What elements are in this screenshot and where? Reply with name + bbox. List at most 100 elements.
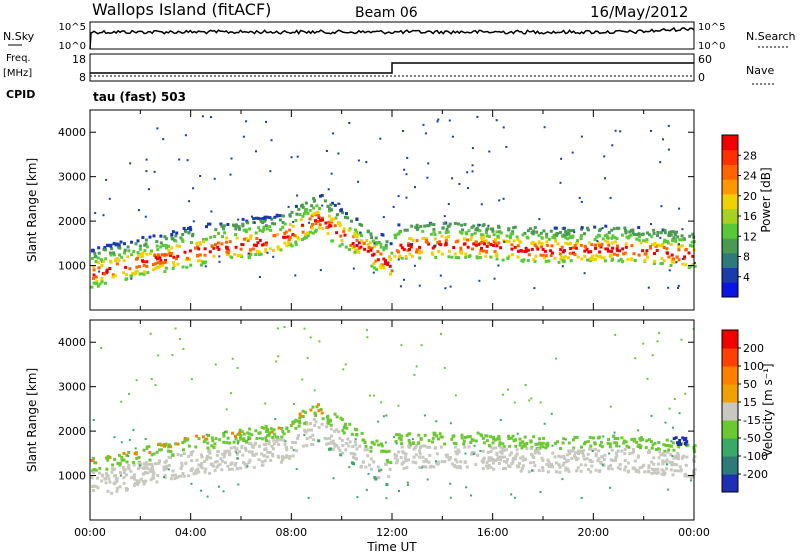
- velocity-cell: [145, 445, 149, 449]
- power-cell: [659, 161, 662, 164]
- power-cell: [205, 225, 208, 229]
- velocity-cell: [497, 437, 501, 441]
- velocity-cell: [546, 470, 550, 474]
- velocity-cell: [470, 452, 474, 456]
- velocity-cell: [395, 442, 398, 445]
- velocity-cell: [653, 441, 657, 445]
- power-cell: [369, 232, 373, 236]
- velocity-cell: [676, 469, 680, 473]
- power-cell: [248, 250, 252, 254]
- power-cell: [512, 226, 516, 230]
- power-cell: [110, 247, 114, 251]
- power-cell: [161, 244, 165, 247]
- velocity-cell: [485, 439, 489, 443]
- velocity-cell: [101, 473, 104, 477]
- power-cell: [650, 129, 652, 132]
- power-cell: [682, 257, 686, 261]
- power-cell: [511, 230, 515, 234]
- power-cell: [112, 243, 115, 246]
- velocity-cell: [579, 469, 583, 473]
- velocity-cell: [245, 463, 249, 467]
- velocity-cell: [197, 463, 201, 467]
- power-cell: [404, 256, 408, 260]
- power-cell: [109, 260, 113, 264]
- power-cell: [492, 240, 496, 243]
- power-cell: [115, 262, 119, 266]
- velocity-cell: [672, 448, 676, 452]
- power-cell: [475, 256, 479, 260]
- velocity-cell: [489, 450, 493, 453]
- velocity-cell: [455, 452, 459, 456]
- power-cell: [621, 247, 625, 251]
- power-cell: [254, 253, 258, 256]
- power-cell: [478, 279, 481, 282]
- power-cell: [317, 213, 321, 217]
- velocity-cell: [308, 435, 312, 439]
- velocity-cell: [144, 463, 148, 467]
- power-cell: [379, 264, 383, 268]
- noise-right-tick-high: 10^5: [698, 22, 725, 33]
- velocity-cell: [328, 436, 332, 440]
- power-cell: [601, 227, 604, 230]
- velocity-cell: [490, 458, 494, 461]
- power-cell: [454, 256, 458, 259]
- velocity-cell: [155, 462, 159, 466]
- power-cell: [390, 269, 394, 273]
- velocity-cell: [222, 434, 226, 438]
- power-cell: [238, 227, 241, 231]
- velocity-cell: [373, 394, 376, 397]
- velocity-cell: [167, 445, 171, 449]
- velocity-cell: [681, 436, 685, 440]
- power-cell: [653, 243, 657, 247]
- velocity-cell: [523, 442, 527, 446]
- velocity-cell: [658, 331, 661, 334]
- velocity-cell: [564, 468, 568, 472]
- velocity-cell: [340, 418, 344, 422]
- power-cell: [259, 219, 263, 223]
- power-cell: [545, 243, 549, 247]
- power-cell: [585, 247, 589, 251]
- velocity-cell: [326, 415, 329, 419]
- power-cell: [407, 242, 411, 246]
- velocity-cell: [341, 451, 345, 455]
- power-cell: [311, 212, 315, 216]
- power-cell: [138, 209, 140, 212]
- velocity-cell: [657, 441, 661, 444]
- power-cell: [606, 240, 610, 244]
- velocity-cell: [189, 453, 193, 457]
- velocity-cell: [452, 441, 456, 445]
- velocity-cell: [309, 408, 313, 412]
- velocity-cell: [98, 471, 102, 475]
- power-cell: [488, 150, 491, 153]
- velocity-cell: [363, 441, 367, 444]
- power-cell: [449, 285, 452, 288]
- power-cell: [344, 245, 348, 249]
- power-cell: [650, 223, 652, 226]
- power-cell: [181, 233, 185, 236]
- velocity-cell: [622, 439, 626, 443]
- velocity-cell: [518, 461, 522, 465]
- velocity-cell: [594, 454, 598, 458]
- power-cell: [129, 274, 133, 278]
- velocity-cell: [397, 433, 401, 437]
- velocity-cell: [449, 482, 452, 485]
- power-cell: [562, 250, 565, 254]
- velocity-cell: [162, 476, 165, 479]
- power-cell: [479, 249, 483, 252]
- velocity-cell: [223, 453, 227, 457]
- velocity-cell: [246, 431, 250, 435]
- velocity-cell: [204, 467, 208, 471]
- power-cell: [405, 228, 409, 232]
- power-cell: [105, 178, 108, 181]
- velocity-cell: [588, 459, 592, 463]
- velocity-cell: [462, 442, 466, 446]
- power-cell: [564, 241, 568, 245]
- colorbar-segment: [722, 420, 738, 439]
- power-cell: [539, 231, 543, 235]
- velocity-cell: [541, 469, 545, 473]
- power-cell: [168, 251, 172, 255]
- velocity-cell: [122, 481, 126, 485]
- velocity-cell: [615, 451, 618, 455]
- velocity-cell: [187, 454, 190, 458]
- power-cell: [163, 235, 167, 239]
